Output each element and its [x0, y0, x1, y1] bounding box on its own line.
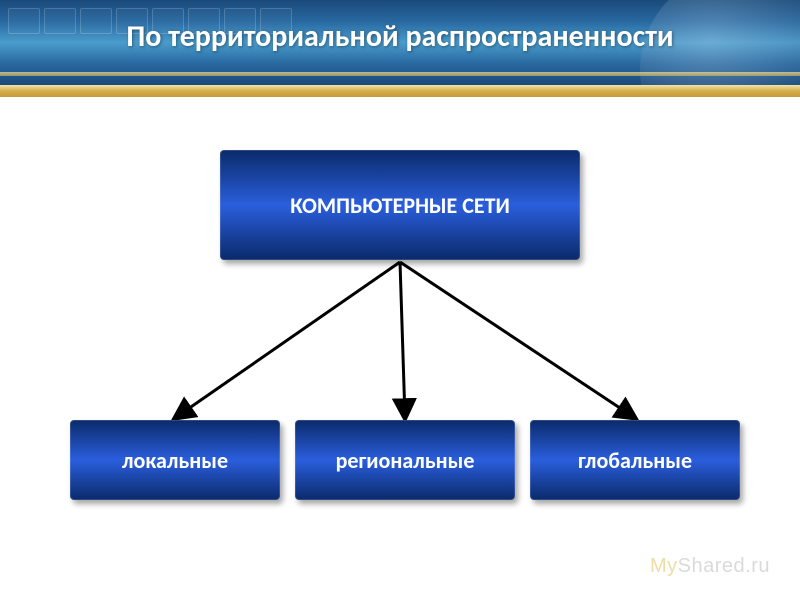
- watermark-suffix: Shared.ru: [678, 555, 770, 577]
- watermark: MyShared.ru: [650, 555, 770, 578]
- gold-band: [0, 85, 800, 97]
- node-child-regional: региональные: [295, 420, 515, 500]
- node-child-regional-label: региональные: [336, 447, 475, 474]
- node-child-global: глобальные: [530, 420, 740, 500]
- node-root-label: КОМПЬЮТЕРНЫЕ СЕТИ: [290, 192, 510, 219]
- node-child-local-label: локальные: [122, 447, 228, 474]
- node-root: КОМПЬЮТЕРНЫЕ СЕТИ: [220, 150, 580, 260]
- gold-band-thin: [0, 72, 800, 76]
- slide-title: По территориальной распространенности: [0, 18, 800, 55]
- node-child-local: локальные: [70, 420, 280, 500]
- node-child-global-label: глобальные: [578, 447, 692, 474]
- watermark-prefix: My: [650, 555, 678, 577]
